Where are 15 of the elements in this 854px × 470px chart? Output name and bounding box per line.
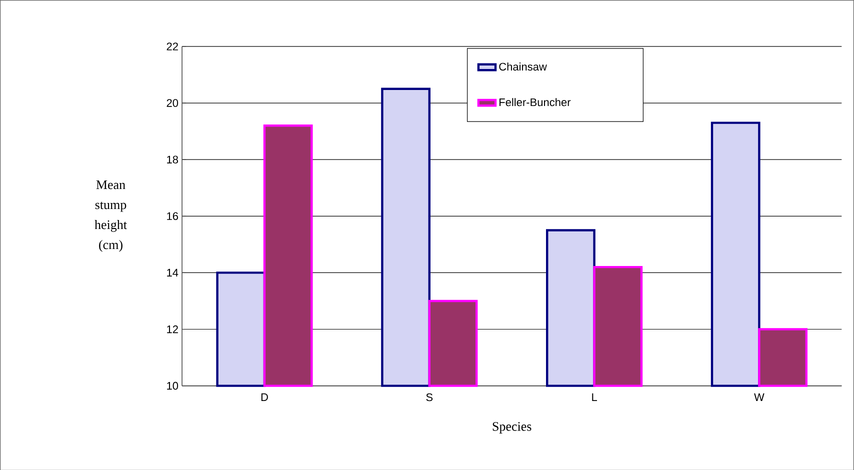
y-axis-title: Mean stump height (cm) bbox=[94, 180, 127, 252]
y-tick-label: 10 bbox=[167, 382, 178, 390]
y-tick-label: 16 bbox=[167, 212, 178, 220]
y-tick-label: 18 bbox=[167, 155, 178, 164]
legend-label: Chainsaw bbox=[499, 62, 547, 70]
x-tick-label: W bbox=[754, 393, 764, 401]
legend-label: Feller-Buncher bbox=[500, 98, 571, 106]
y-tick-label: 14 bbox=[167, 268, 178, 276]
x-tick-label: D bbox=[261, 393, 268, 401]
y-tick-label: 22 bbox=[166, 42, 178, 50]
y-tick-label: 12 bbox=[167, 325, 178, 333]
y-tick-label: 20 bbox=[166, 98, 178, 107]
x-tick-label: S bbox=[426, 393, 433, 401]
x-axis-title: Species bbox=[492, 422, 532, 434]
x-tick-label: L bbox=[592, 393, 597, 401]
